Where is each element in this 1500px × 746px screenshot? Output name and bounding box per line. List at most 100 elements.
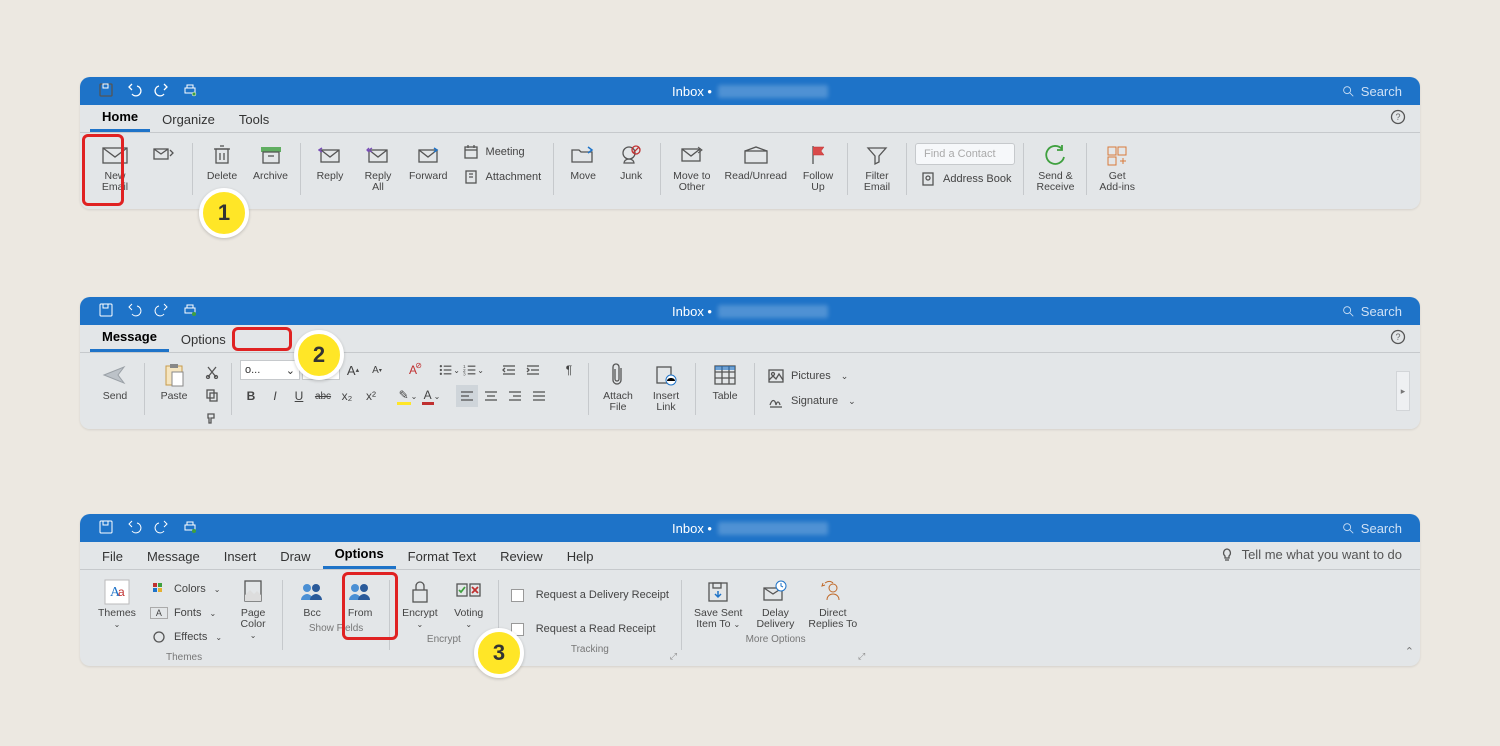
tab-review[interactable]: Review	[488, 544, 555, 569]
undo-icon[interactable]	[126, 519, 142, 538]
new-items-button[interactable]: New Items	[142, 139, 184, 193]
redo-icon[interactable]	[154, 302, 170, 321]
tab-draw[interactable]: Draw	[268, 544, 322, 569]
voting-button[interactable]: Voting⌄	[448, 576, 490, 630]
more-options-launcher-icon[interactable]: ⤢	[858, 651, 865, 662]
tab-tools[interactable]: Tools	[227, 107, 281, 132]
pictures-button[interactable]: Pictures⌄	[763, 365, 860, 387]
copy-icon[interactable]	[201, 384, 223, 406]
delay-delivery-button[interactable]: Delay Delivery	[752, 576, 798, 630]
move-to-other-button[interactable]: Move to Other	[669, 139, 714, 193]
get-addins-button[interactable]: Get Add-ins	[1095, 139, 1139, 193]
address-book-button[interactable]: Address Book	[915, 168, 1015, 190]
signature-button[interactable]: Signature⌄	[763, 390, 860, 412]
paste-button[interactable]: Paste	[153, 359, 195, 402]
direct-replies-button[interactable]: Direct Replies To	[804, 576, 861, 630]
numbering-icon[interactable]: 123⌄	[462, 359, 484, 381]
search-box[interactable]: Search	[1341, 304, 1402, 319]
print-icon[interactable]	[182, 82, 198, 101]
table-button[interactable]: Table	[704, 359, 746, 402]
indent-icon[interactable]	[522, 359, 544, 381]
grow-font-icon[interactable]: A▴	[342, 359, 364, 381]
bulb-icon	[1220, 548, 1234, 562]
font-name-select[interactable]: o... ⌄	[240, 360, 300, 380]
print-icon[interactable]	[182, 519, 198, 538]
cut-icon[interactable]	[201, 361, 223, 383]
junk-button[interactable]: Junk	[610, 139, 652, 182]
find-contact-input[interactable]: Find a Contact	[915, 143, 1015, 165]
tell-me-box[interactable]: Tell me what you want to do	[1220, 547, 1402, 562]
bold-button[interactable]: B	[240, 385, 262, 407]
undo-icon[interactable]	[126, 82, 142, 101]
align-right-icon[interactable]	[504, 385, 526, 407]
align-center-icon[interactable]	[480, 385, 502, 407]
format-painter-icon[interactable]	[201, 407, 223, 429]
filter-email-button[interactable]: Filter Email	[856, 139, 898, 193]
archive-button[interactable]: Archive	[249, 139, 292, 182]
pilcrow-icon[interactable]: ¶	[558, 359, 580, 381]
tab-message[interactable]: Message	[90, 324, 169, 352]
save-icon[interactable]	[98, 302, 114, 321]
bcc-button[interactable]: Bcc	[291, 576, 333, 619]
tab-file[interactable]: File	[90, 544, 135, 569]
tab-home[interactable]: Home	[90, 104, 150, 132]
tab-organize[interactable]: Organize	[150, 107, 227, 132]
highlight-button[interactable]: ✎⌄	[396, 385, 418, 407]
superscript-button[interactable]: x²	[360, 385, 382, 407]
send-button[interactable]: Send	[94, 359, 136, 402]
clear-format-icon[interactable]: A⊘	[402, 359, 424, 381]
delete-button[interactable]: Delete	[201, 139, 243, 182]
tab-options[interactable]: Options	[169, 327, 238, 352]
attach-file-button[interactable]: Attach File	[597, 359, 639, 413]
bullets-icon[interactable]: ⌄	[438, 359, 460, 381]
underline-button[interactable]: U	[288, 385, 310, 407]
save-icon[interactable]	[98, 82, 114, 101]
tracking-launcher-icon[interactable]: ⤢	[670, 651, 677, 662]
search-box[interactable]: Search	[1341, 84, 1402, 99]
from-button[interactable]: From	[339, 576, 381, 619]
strike-button[interactable]: abc	[312, 385, 334, 407]
tab-help[interactable]: Help	[555, 544, 606, 569]
follow-up-button[interactable]: Follow Up	[797, 139, 839, 193]
move-button[interactable]: Move	[562, 139, 604, 182]
print-icon[interactable]	[182, 302, 198, 321]
meeting-button[interactable]: Meeting	[458, 141, 546, 163]
tab-format-text[interactable]: Format Text	[396, 544, 488, 569]
redo-icon[interactable]	[154, 82, 170, 101]
align-left-icon[interactable]	[456, 385, 478, 407]
forward-button[interactable]: Forward	[405, 139, 452, 182]
save-icon[interactable]	[98, 519, 114, 538]
fonts-button[interactable]: AFonts⌄	[146, 602, 226, 624]
redo-icon[interactable]	[154, 519, 170, 538]
attachment-button[interactable]: Attachment	[458, 166, 546, 188]
reply-all-button[interactable]: Reply All	[357, 139, 399, 193]
new-email-button[interactable]: New Email	[94, 139, 136, 193]
request-read-checkbox[interactable]: Request a Read Receipt	[507, 618, 673, 640]
outdent-icon[interactable]	[498, 359, 520, 381]
save-sent-button[interactable]: Save Sent Item To ⌄	[690, 576, 746, 630]
shrink-font-icon[interactable]: A▾	[366, 359, 388, 381]
send-receive-button[interactable]: Send & Receive	[1032, 139, 1078, 193]
request-delivery-checkbox[interactable]: Request a Delivery Receipt	[507, 584, 673, 606]
font-color-button[interactable]: A⌄	[420, 385, 442, 407]
ribbon-expand-icon[interactable]: ▸	[1396, 371, 1410, 411]
search-box[interactable]: Search	[1341, 521, 1402, 536]
subscript-button[interactable]: x₂	[336, 385, 358, 407]
tab-options[interactable]: Options	[323, 541, 396, 569]
align-justify-icon[interactable]	[528, 385, 550, 407]
help-icon[interactable]: ?	[1390, 109, 1406, 128]
encrypt-button[interactable]: Encrypt⌄	[398, 576, 442, 630]
undo-icon[interactable]	[126, 302, 142, 321]
read-unread-button[interactable]: Read/Unread	[721, 139, 791, 182]
reply-button[interactable]: Reply	[309, 139, 351, 182]
themes-button[interactable]: AaThemes⌄	[94, 576, 140, 630]
italic-button[interactable]: I	[264, 385, 286, 407]
tab-message[interactable]: Message	[135, 544, 212, 569]
tab-insert[interactable]: Insert	[212, 544, 269, 569]
page-color-button[interactable]: Page Color⌄	[232, 576, 274, 641]
help-icon[interactable]: ?	[1390, 329, 1406, 348]
insert-link-button[interactable]: Insert Link	[645, 359, 687, 413]
colors-button[interactable]: Colors⌄	[146, 578, 226, 600]
ribbon-collapse-icon[interactable]: ⌃	[1405, 645, 1414, 658]
effects-button[interactable]: Effects⌄	[146, 626, 226, 648]
